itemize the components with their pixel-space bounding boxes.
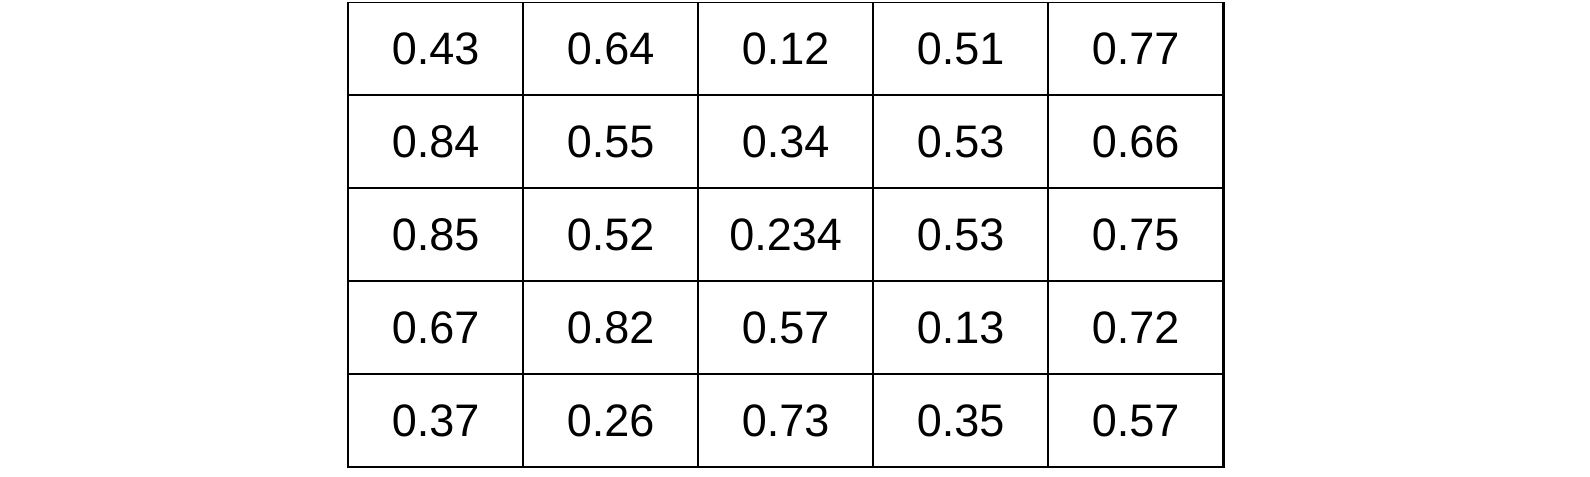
table-cell: 0.72	[1048, 281, 1225, 375]
table-cell: 0.51	[873, 2, 1049, 96]
table-cell: 0.84	[348, 95, 524, 189]
table-cell: 0.75	[1048, 188, 1225, 282]
table-cell: 0.55	[523, 95, 699, 189]
table-cell: 0.35	[873, 374, 1049, 468]
table-cell: 0.34	[698, 95, 874, 189]
table-row: 0.37 0.26 0.73 0.35 0.57	[348, 374, 1225, 468]
table-cell: 0.13	[873, 281, 1049, 375]
table-cell: 0.57	[1048, 374, 1225, 468]
table-cell: 0.64	[523, 2, 699, 96]
table-cell: 0.234	[698, 188, 874, 282]
table-row: 0.67 0.82 0.57 0.13 0.72	[348, 281, 1225, 375]
table-cell: 0.53	[873, 95, 1049, 189]
table-cell: 0.82	[523, 281, 699, 375]
table-cell: 0.26	[523, 374, 699, 468]
table-cell: 0.77	[1048, 2, 1225, 96]
table-row: 0.85 0.52 0.234 0.53 0.75	[348, 188, 1225, 282]
table-cell: 0.85	[348, 188, 524, 282]
table-cell: 0.37	[348, 374, 524, 468]
table-cell: 0.53	[873, 188, 1049, 282]
table-cell: 0.43	[348, 2, 524, 96]
table-cell: 0.52	[523, 188, 699, 282]
table-cell: 0.66	[1048, 95, 1225, 189]
table-cell: 0.57	[698, 281, 874, 375]
table-cell: 0.73	[698, 374, 874, 468]
table-cell: 0.12	[698, 2, 874, 96]
table-row: 0.43 0.64 0.12 0.51 0.77	[348, 2, 1225, 96]
table-cell: 0.67	[348, 281, 524, 375]
table-row: 0.84 0.55 0.34 0.53 0.66	[348, 95, 1225, 189]
value-grid-table: 0.43 0.64 0.12 0.51 0.77 0.84 0.55 0.34 …	[347, 2, 1225, 468]
